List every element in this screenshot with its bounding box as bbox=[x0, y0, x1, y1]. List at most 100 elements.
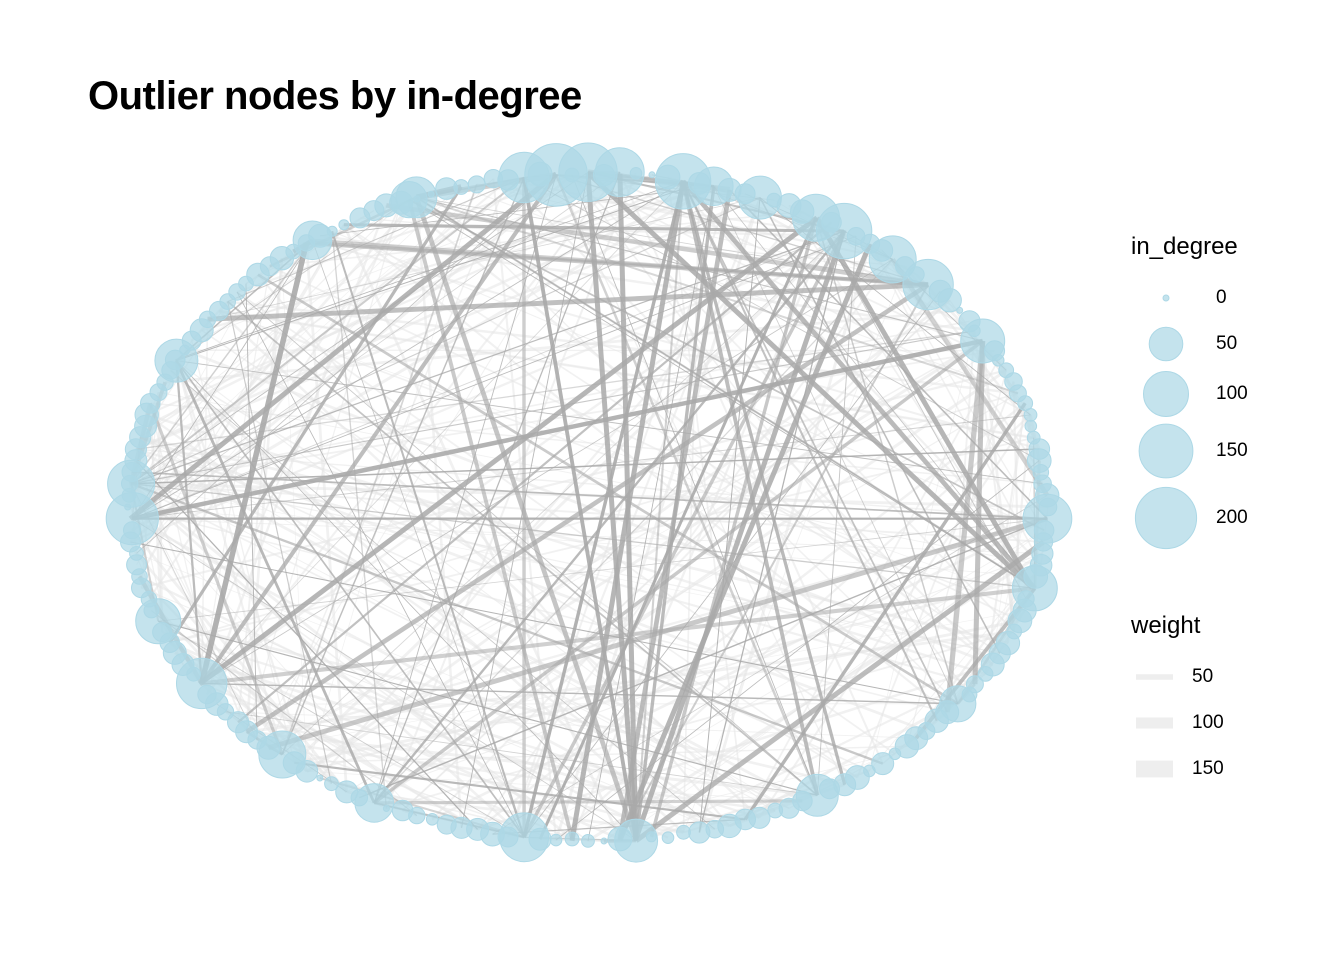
edge bbox=[245, 283, 258, 740]
legend-size-key bbox=[1138, 423, 1194, 479]
node bbox=[629, 167, 643, 180]
edge bbox=[682, 180, 949, 713]
edge bbox=[331, 231, 388, 809]
legend-size-key bbox=[1148, 326, 1184, 362]
edge bbox=[635, 181, 685, 841]
node bbox=[391, 799, 414, 822]
edge bbox=[571, 174, 818, 796]
edge bbox=[151, 610, 418, 817]
node bbox=[676, 824, 691, 840]
edge-light bbox=[225, 710, 684, 834]
edge-heavy bbox=[198, 215, 819, 686]
edge bbox=[698, 197, 761, 833]
edge bbox=[245, 282, 930, 734]
edge bbox=[175, 360, 376, 804]
node bbox=[600, 837, 608, 845]
edge-light bbox=[176, 360, 776, 811]
legend-title-weight: weight bbox=[1131, 612, 1201, 639]
edge-light bbox=[128, 495, 418, 816]
legend-size-label-200: 200 bbox=[1216, 507, 1248, 528]
edge bbox=[294, 761, 746, 821]
edge bbox=[227, 176, 525, 303]
legend-size-key bbox=[1143, 371, 1189, 417]
node bbox=[436, 814, 457, 835]
edge bbox=[306, 240, 929, 287]
node bbox=[154, 338, 199, 383]
edge bbox=[523, 177, 1040, 461]
edge bbox=[649, 217, 818, 838]
node bbox=[1023, 408, 1038, 422]
edge bbox=[148, 402, 284, 756]
node bbox=[453, 179, 470, 195]
edge bbox=[227, 300, 818, 796]
edge bbox=[236, 291, 818, 796]
edge-light bbox=[294, 745, 907, 764]
edge-light bbox=[139, 186, 462, 438]
node bbox=[894, 734, 920, 759]
edge bbox=[131, 471, 1048, 520]
edge-light bbox=[161, 631, 760, 819]
edge bbox=[815, 217, 1027, 600]
node bbox=[324, 776, 339, 792]
edge bbox=[373, 171, 621, 804]
edge-light bbox=[136, 553, 790, 809]
edge-light bbox=[539, 753, 896, 840]
edge bbox=[373, 339, 984, 805]
legend-size-label-150: 150 bbox=[1216, 440, 1248, 461]
edge bbox=[201, 259, 893, 684]
node-layer bbox=[105, 142, 1073, 863]
edge bbox=[130, 482, 884, 765]
edge bbox=[225, 711, 818, 796]
edge-light bbox=[170, 369, 858, 779]
edge bbox=[175, 360, 203, 684]
edge-light bbox=[359, 553, 1043, 799]
edge bbox=[522, 180, 685, 838]
edge-light bbox=[130, 482, 790, 810]
edge bbox=[130, 239, 313, 485]
legend-size-label-100: 100 bbox=[1216, 383, 1248, 404]
node bbox=[956, 306, 964, 314]
edge-heavy bbox=[585, 172, 639, 840]
edge bbox=[408, 198, 1045, 532]
edge bbox=[236, 291, 525, 838]
edge bbox=[200, 173, 558, 685]
node bbox=[338, 219, 350, 231]
node bbox=[688, 821, 711, 844]
edge-light bbox=[129, 482, 1044, 543]
edge bbox=[682, 180, 938, 722]
edge-light bbox=[191, 340, 295, 763]
edge-light bbox=[268, 340, 984, 749]
edge-light bbox=[205, 205, 388, 695]
edge bbox=[176, 360, 637, 841]
chart-title: Outlier nodes by in-degree bbox=[88, 74, 582, 118]
edge-light bbox=[192, 202, 402, 675]
node bbox=[227, 711, 250, 734]
edge-light bbox=[201, 266, 271, 684]
edge-light bbox=[331, 230, 1045, 531]
edge bbox=[135, 330, 975, 450]
edge-light bbox=[571, 174, 971, 695]
edge-light bbox=[201, 682, 573, 840]
edge bbox=[281, 177, 525, 755]
edge bbox=[132, 235, 857, 519]
legend-size-label-0: 0 bbox=[1216, 287, 1227, 308]
edge-light bbox=[149, 403, 218, 705]
node bbox=[107, 459, 156, 508]
node bbox=[594, 147, 645, 198]
edge bbox=[385, 203, 929, 287]
node bbox=[135, 598, 182, 645]
edge-light bbox=[869, 564, 1042, 772]
edge-light bbox=[157, 619, 846, 786]
edge-heavy bbox=[633, 229, 847, 840]
edge bbox=[374, 799, 803, 805]
legend-weight-label-50: 50 bbox=[1192, 666, 1214, 687]
edge bbox=[201, 682, 958, 705]
edge bbox=[132, 230, 845, 520]
edge-light bbox=[127, 506, 948, 713]
edge bbox=[131, 338, 984, 521]
edge bbox=[816, 236, 857, 796]
edge-light bbox=[218, 310, 1027, 600]
node bbox=[648, 171, 656, 179]
edge bbox=[131, 330, 975, 485]
